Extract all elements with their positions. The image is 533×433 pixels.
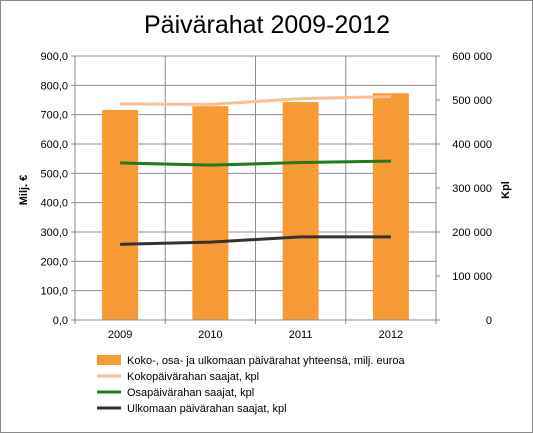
series-line — [120, 94, 391, 106]
y-left-axis-label: Milj. € — [18, 175, 30, 206]
y-left-tick-label: 0,0 — [53, 315, 68, 327]
y-right-tick-label: 500 000 — [452, 95, 492, 107]
bar-series — [102, 93, 409, 321]
y-left-tick-label: 300,0 — [40, 227, 68, 239]
y-left-tick-labels: 0,0 100,0 200,0 300,0 400,0 500,0 600,0 700,0 80… — [40, 51, 68, 327]
y-right-axis-label: Kpl — [500, 181, 512, 199]
series-line — [120, 235, 391, 246]
bar — [282, 102, 319, 320]
y-right-tick-label: 0 — [486, 315, 492, 327]
legend-label: Kokopäivärahan saajat, kpl — [127, 371, 259, 383]
y-left-tick-label: 900,0 — [40, 51, 68, 63]
x-tick-label: 2009 — [108, 329, 132, 341]
y-right-tick-label: 600 000 — [452, 51, 492, 63]
bar — [372, 93, 409, 321]
axes — [71, 55, 440, 324]
bar — [102, 109, 139, 321]
y-right-tick-label: 100 000 — [452, 271, 492, 283]
x-tick-label: 2010 — [198, 329, 222, 341]
bar — [192, 106, 229, 320]
y-right-tick-label: 400 000 — [452, 139, 492, 151]
y-left-tick-label: 200,0 — [40, 256, 68, 268]
x-tick-labels: 2009 2010 2011 2012 — [108, 329, 403, 341]
legend-label: Osapäivärahan saajat, kpl — [127, 387, 254, 399]
legend-swatch — [97, 355, 121, 365]
x-tick-label: 2012 — [379, 329, 403, 341]
y-left-tick-label: 800,0 — [40, 80, 68, 92]
y-left-tick-label: 400,0 — [40, 198, 68, 210]
x-tick-label: 2011 — [289, 329, 313, 341]
y-right-tick-label: 200 000 — [452, 227, 492, 239]
legend-label: Koko-, osa- ja ulkomaan päivärahat yhtee… — [127, 355, 405, 367]
series-line — [120, 159, 391, 167]
y-right-tick-labels: 0 100 000 200 000 300 000 400 000 500 000 600 … — [452, 51, 492, 327]
line-series — [120, 94, 391, 246]
y-left-tick-label: 100,0 — [40, 286, 68, 298]
y-left-tick-label: 700,0 — [40, 110, 68, 122]
y-left-tick-label: 500,0 — [40, 168, 68, 180]
y-left-tick-label: 600,0 — [40, 139, 68, 151]
legend: Koko-, osa- ja ulkomaan päivärahat yhtee… — [97, 355, 405, 415]
y-right-tick-label: 300 000 — [452, 183, 492, 195]
legend-label: Ulkomaan päivärahan saajat, kpl — [127, 403, 287, 415]
chart-title: Päivärahat 2009-2012 — [144, 11, 390, 39]
